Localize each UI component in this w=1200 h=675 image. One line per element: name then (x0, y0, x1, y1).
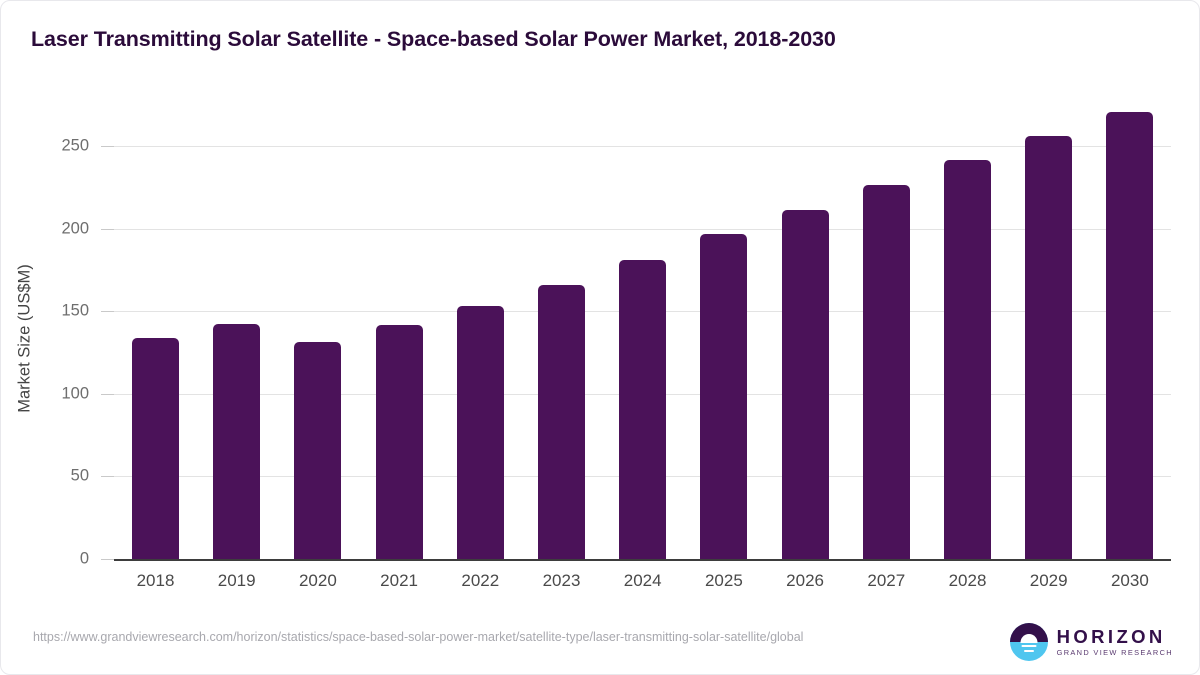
bar[interactable] (1025, 136, 1073, 559)
y-axis-tick-label: 100 (61, 384, 89, 403)
logo-wordmark: HORIZON (1056, 626, 1166, 648)
x-axis-tick-label: 2022 (461, 571, 500, 590)
y-axis-tick-mark (101, 311, 114, 313)
bar[interactable] (619, 260, 667, 559)
gridline (114, 228, 1171, 230)
x-axis-tick-label: 2021 (380, 571, 418, 590)
page-title: Laser Transmitting Solar Satellite - Spa… (31, 27, 836, 51)
logo-tagline: GRAND VIEW RESEARCH (1056, 647, 1173, 657)
bar[interactable] (862, 184, 910, 559)
y-axis-tick-mark (101, 393, 114, 395)
bar[interactable] (375, 325, 423, 559)
y-axis-tick-label: 0 (79, 549, 89, 568)
bar[interactable] (1106, 112, 1154, 559)
y-axis-tick-label: 150 (61, 301, 89, 320)
x-axis-tick-label: 2030 (1110, 571, 1149, 590)
x-axis-tick-label: 2023 (542, 571, 581, 590)
y-axis-tick-label: 200 (61, 219, 89, 238)
x-axis-tick-label: 2026 (786, 571, 824, 590)
x-axis-tick-label: 2028 (948, 571, 987, 590)
logo-text: HORIZON GRAND VIEW RESEARCH (1057, 627, 1173, 656)
y-axis-tick-label: 250 (61, 136, 89, 155)
horizon-logo: HORIZON GRAND VIEW RESEARCH (1009, 623, 1173, 661)
y-axis-tick-mark (101, 476, 114, 478)
bar[interactable] (294, 341, 342, 559)
bar[interactable] (944, 160, 991, 559)
plot-area (114, 97, 1171, 559)
x-axis-tick-label: 2018 (136, 571, 175, 590)
x-axis-tick-label: 2025 (704, 571, 743, 590)
bar[interactable] (700, 234, 748, 559)
x-axis-tick-label: 2029 (1029, 571, 1068, 590)
gridline (114, 146, 1171, 147)
bar[interactable] (538, 284, 585, 559)
x-axis-tick-label: 2027 (867, 571, 906, 590)
y-axis-tick-mark (101, 228, 114, 230)
y-axis-tick-mark (101, 559, 114, 560)
bar[interactable] (213, 324, 261, 559)
x-axis-line (114, 559, 1171, 561)
y-axis-tick-mark (101, 146, 114, 147)
source-url[interactable]: https://www.grandviewresearch.com/horizo… (33, 630, 804, 644)
bar[interactable] (132, 338, 179, 559)
bar[interactable] (781, 209, 829, 559)
x-axis-tick-label: 2020 (298, 571, 337, 590)
bar[interactable] (456, 306, 504, 559)
y-axis-tick-label: 50 (70, 466, 89, 485)
x-axis-tick-label: 2019 (217, 571, 256, 590)
horizon-sun-icon (1009, 623, 1048, 661)
x-axis-tick-label: 2024 (623, 571, 662, 590)
